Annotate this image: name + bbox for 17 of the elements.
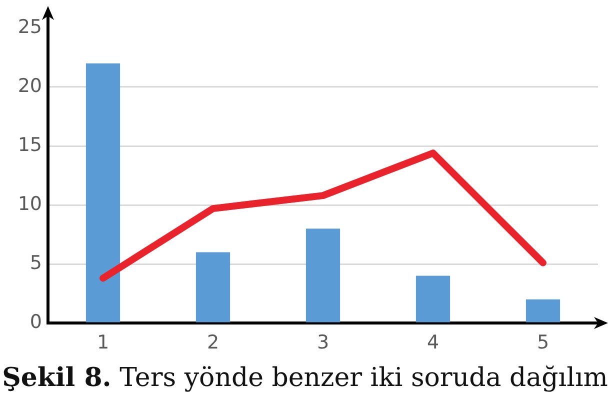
- bar: [196, 252, 230, 322]
- text: Şekil 8. Ters yönde benzer iki soruda dağılım: [1, 362, 609, 395]
- y-tick-label: 15: [18, 134, 42, 156]
- x-tick-label: 5: [536, 331, 550, 354]
- y-tick-label: 5: [30, 252, 42, 274]
- x-tick-label: 1: [96, 331, 110, 354]
- y-tick-label: 25: [18, 16, 42, 38]
- x-tick-label: 4: [426, 331, 440, 354]
- x-tick-label: 3: [316, 331, 330, 354]
- y-tick-label: 0: [30, 310, 42, 333]
- bar: [86, 63, 120, 322]
- bar: [306, 228, 340, 322]
- y-tick-label: 10: [18, 192, 42, 215]
- bar: [416, 276, 450, 322]
- bar: [526, 299, 560, 322]
- y-tick-label: 20: [18, 74, 42, 97]
- x-tick-label: 2: [206, 331, 220, 354]
